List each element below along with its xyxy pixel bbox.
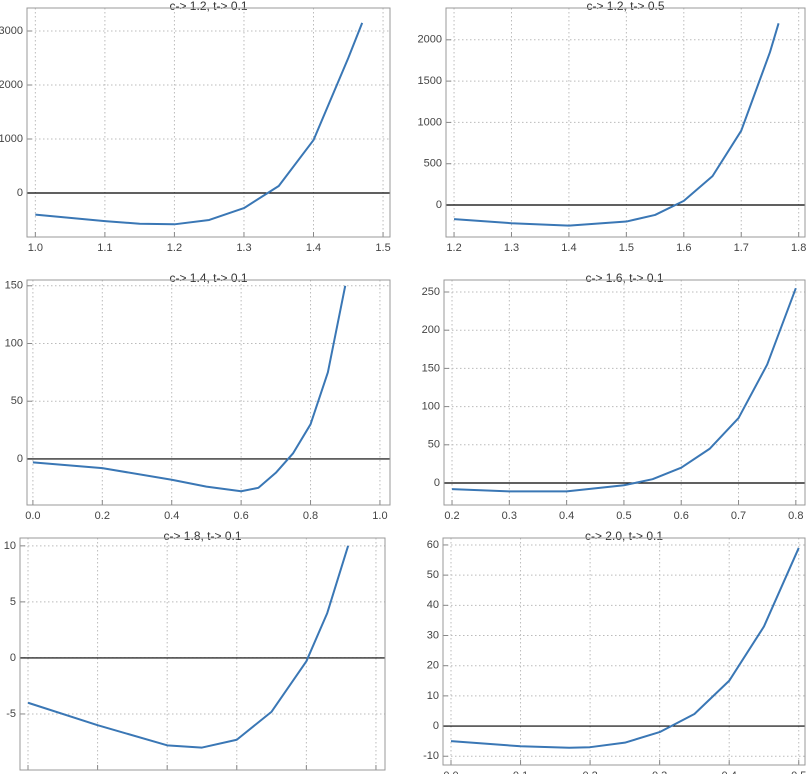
y-tick-label: 0 bbox=[436, 199, 442, 211]
x-tick-label: 1.5 bbox=[619, 242, 634, 254]
plot-frame bbox=[445, 7, 806, 238]
x-tick-label: 0.1 bbox=[513, 770, 528, 774]
chart-title: c-> 1.4, t-> 0.1 bbox=[169, 271, 247, 285]
y-tick-label: 30 bbox=[427, 629, 439, 641]
y-tick-label: 20 bbox=[427, 660, 439, 672]
x-tick-label: 0.8 bbox=[788, 510, 803, 522]
x-tick-label: 1.2 bbox=[446, 242, 461, 254]
x-tick-label: 1.0 bbox=[372, 510, 387, 522]
y-tick-label: 1000 bbox=[418, 116, 442, 128]
y-tick-label: 50 bbox=[427, 569, 439, 581]
y-tick-label: 2000 bbox=[0, 79, 23, 91]
x-tick-label: 0.4 bbox=[559, 510, 574, 522]
chart-title: c-> 1.2, t-> 0.1 bbox=[169, 0, 247, 13]
x-tick-label: 0.7 bbox=[731, 510, 746, 522]
y-tick-label: 10 bbox=[4, 540, 16, 552]
x-tick-label: 0.2 bbox=[444, 510, 459, 522]
x-tick-label: 1.2 bbox=[167, 242, 182, 254]
plot-frame bbox=[19, 537, 386, 771]
y-tick-label: 60 bbox=[427, 539, 439, 551]
y-tick-label: 3000 bbox=[0, 25, 23, 37]
y-tick-label: 5 bbox=[10, 596, 16, 608]
x-tick-label: 0.4 bbox=[722, 770, 737, 774]
plot-frame bbox=[442, 537, 806, 766]
x-tick-label: 0.2 bbox=[95, 510, 110, 522]
y-tick-label: 200 bbox=[422, 324, 440, 336]
y-tick-label: -5 bbox=[6, 708, 16, 720]
y-tick-label: 40 bbox=[427, 599, 439, 611]
x-tick-label: 1.4 bbox=[561, 242, 576, 254]
x-tick-label: 0.8 bbox=[303, 510, 318, 522]
x-tick-label: 0.5 bbox=[791, 770, 806, 774]
y-tick-label: 0 bbox=[10, 652, 16, 664]
x-tick-label: 1.3 bbox=[504, 242, 519, 254]
x-tick-label: 1.4 bbox=[306, 242, 321, 254]
chart-title: c-> 1.6, t-> 0.1 bbox=[585, 271, 663, 285]
data-line bbox=[451, 287, 797, 493]
y-tick-label: 0 bbox=[17, 453, 23, 465]
chart-title: c-> 1.2, t-> 0.5 bbox=[586, 0, 664, 13]
plot-frame bbox=[26, 279, 391, 506]
plot-frame bbox=[26, 7, 391, 238]
x-tick-label: 1.8 bbox=[791, 242, 806, 254]
y-tick-label: 50 bbox=[428, 439, 440, 451]
x-tick-label: 0.0 bbox=[25, 510, 40, 522]
y-tick-label: 1500 bbox=[418, 75, 442, 87]
data-line bbox=[453, 22, 780, 227]
x-tick-label: 0.4 bbox=[164, 510, 179, 522]
y-tick-label: -10 bbox=[423, 750, 439, 762]
y-tick-label: 2000 bbox=[418, 34, 442, 46]
x-tick-label: 0.0 bbox=[443, 770, 458, 774]
y-tick-label: 50 bbox=[11, 395, 23, 407]
y-tick-label: 0 bbox=[433, 720, 439, 732]
x-tick-label: 0.6 bbox=[233, 510, 248, 522]
x-tick-label: 0.3 bbox=[502, 510, 517, 522]
y-tick-label: 150 bbox=[422, 362, 440, 374]
data-line bbox=[450, 547, 800, 749]
x-tick-label: 1.3 bbox=[236, 242, 251, 254]
y-tick-label: 150 bbox=[5, 280, 23, 292]
x-tick-label: 1.0 bbox=[28, 242, 43, 254]
x-tick-label: 0.3 bbox=[652, 770, 667, 774]
y-tick-label: 100 bbox=[422, 401, 440, 413]
y-tick-label: 1000 bbox=[0, 133, 23, 145]
x-tick-label: 1.1 bbox=[97, 242, 112, 254]
x-tick-label: 1.5 bbox=[375, 242, 390, 254]
chart-title: c-> 1.8, t-> 0.1 bbox=[163, 529, 241, 543]
plot-frame bbox=[443, 279, 806, 506]
y-tick-label: 10 bbox=[427, 690, 439, 702]
x-tick-label: 1.7 bbox=[734, 242, 749, 254]
data-line bbox=[32, 285, 347, 493]
x-tick-label: 1.6 bbox=[676, 242, 691, 254]
x-tick-label: 0.2 bbox=[582, 770, 597, 774]
y-tick-label: 250 bbox=[422, 286, 440, 298]
chart-title: c-> 2.0, t-> 0.1 bbox=[585, 529, 663, 543]
y-tick-label: 500 bbox=[424, 158, 442, 170]
x-tick-label: 0.6 bbox=[674, 510, 689, 522]
data-line bbox=[35, 22, 364, 226]
x-tick-label: 0.5 bbox=[616, 510, 631, 522]
y-tick-label: 100 bbox=[5, 337, 23, 349]
y-tick-label: 0 bbox=[17, 187, 23, 199]
data-line bbox=[27, 545, 350, 749]
y-tick-label: 0 bbox=[434, 477, 440, 489]
